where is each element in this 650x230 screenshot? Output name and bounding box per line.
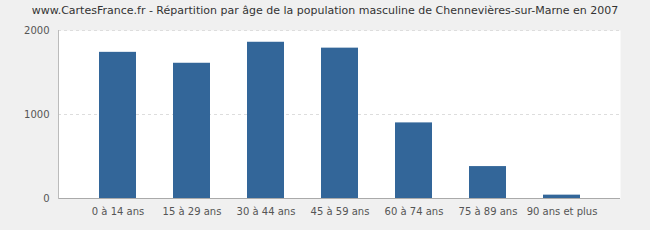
svg-text:0 à 14 ans: 0 à 14 ans	[92, 206, 144, 217]
svg-text:90 ans et plus: 90 ans et plus	[527, 206, 598, 217]
svg-text:75 à 89 ans: 75 à 89 ans	[459, 206, 518, 217]
svg-text:0: 0	[43, 193, 49, 204]
svg-text:60 à 74 ans: 60 à 74 ans	[385, 206, 444, 217]
svg-text:15 à 29 ans: 15 à 29 ans	[163, 206, 222, 217]
html-text:www.CartesFrance.fr - Répartit: www.CartesFrance.fr - Répartition par âg…	[31, 4, 619, 17]
svg-text:45 à 59 ans: 45 à 59 ans	[311, 206, 370, 217]
svg-text:2000: 2000	[24, 25, 49, 36]
svg-text:30 à 44 ans: 30 à 44 ans	[237, 206, 296, 217]
svg-text:1000: 1000	[24, 109, 49, 120]
